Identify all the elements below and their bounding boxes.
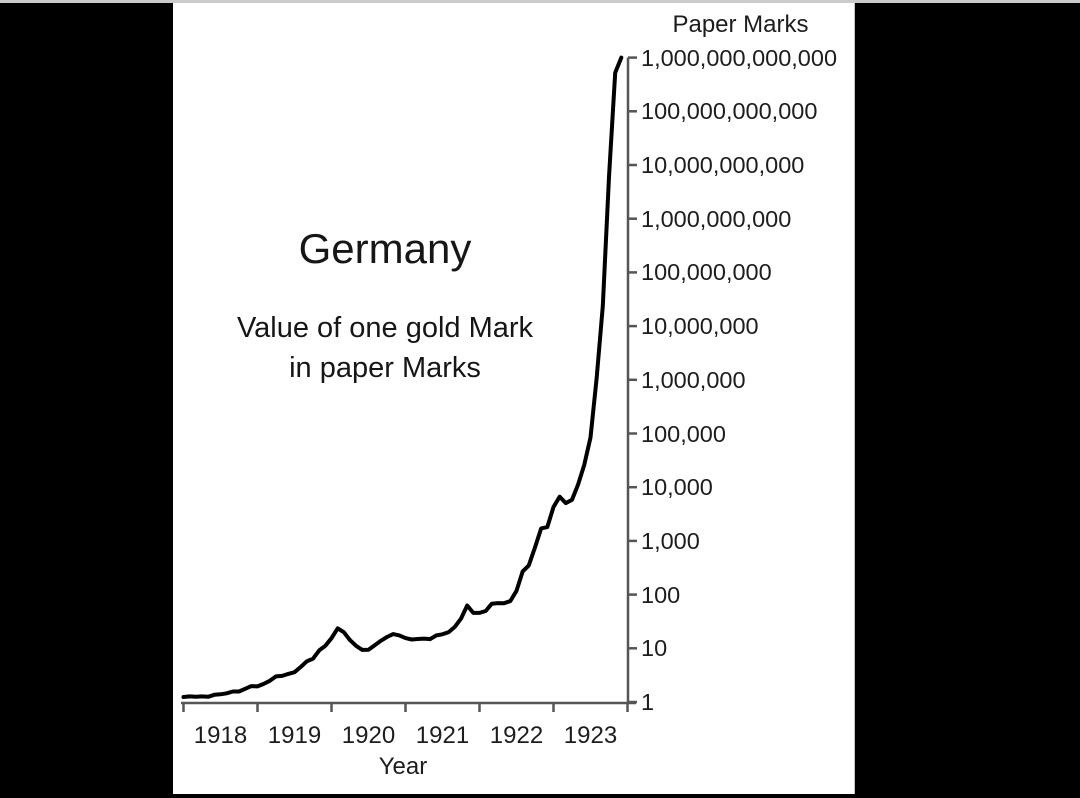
y-tick-label: 10 — [641, 635, 668, 662]
chart-panel: Paper Marks Germany Value of one gold Ma… — [173, 3, 855, 794]
y-tick-label: 10,000,000,000 — [641, 152, 805, 178]
y-tick-label: 1,000,000,000,000 — [641, 44, 838, 71]
data-line-gold-mark-value — [181, 55, 624, 699]
y-tick-label: 1,000 — [641, 527, 700, 554]
chart-title: Germany — [298, 225, 472, 272]
x-axis-title: Year — [378, 753, 428, 780]
y-tick-label: 1,000,000,000 — [641, 205, 792, 232]
y-tick-label: 100,000 — [641, 420, 726, 447]
x-tick-label: 1920 — [341, 722, 396, 749]
x-tick-label: 1921 — [415, 722, 470, 749]
x-tick-label: 1922 — [489, 722, 544, 749]
chart-subtitle-line2: in paper Marks — [289, 352, 481, 384]
y-tick-label: 100,000,000 — [641, 259, 772, 286]
plot-area — [181, 55, 637, 712]
y-tick-label: 1,000,000 — [641, 366, 746, 393]
chart-subtitle-line1: Value of one gold Mark — [236, 312, 534, 344]
y-tick-label: 10,000,000 — [641, 313, 759, 340]
x-tick-label: 1918 — [193, 722, 248, 749]
y-axis-title: Paper Marks — [672, 11, 809, 38]
y-tick-label: 1 — [641, 689, 655, 715]
x-tick-label: 1919 — [267, 722, 322, 749]
top-edge-strip — [0, 0, 1080, 3]
x-tick-label: 1923 — [563, 722, 618, 749]
y-tick-label: 100 — [641, 581, 681, 608]
chart-subtitle: Value of one gold Mark in paper Marks — [185, 308, 585, 388]
y-tick-label: 10,000 — [641, 474, 713, 501]
y-tick-label: 100,000,000,000 — [641, 98, 818, 125]
